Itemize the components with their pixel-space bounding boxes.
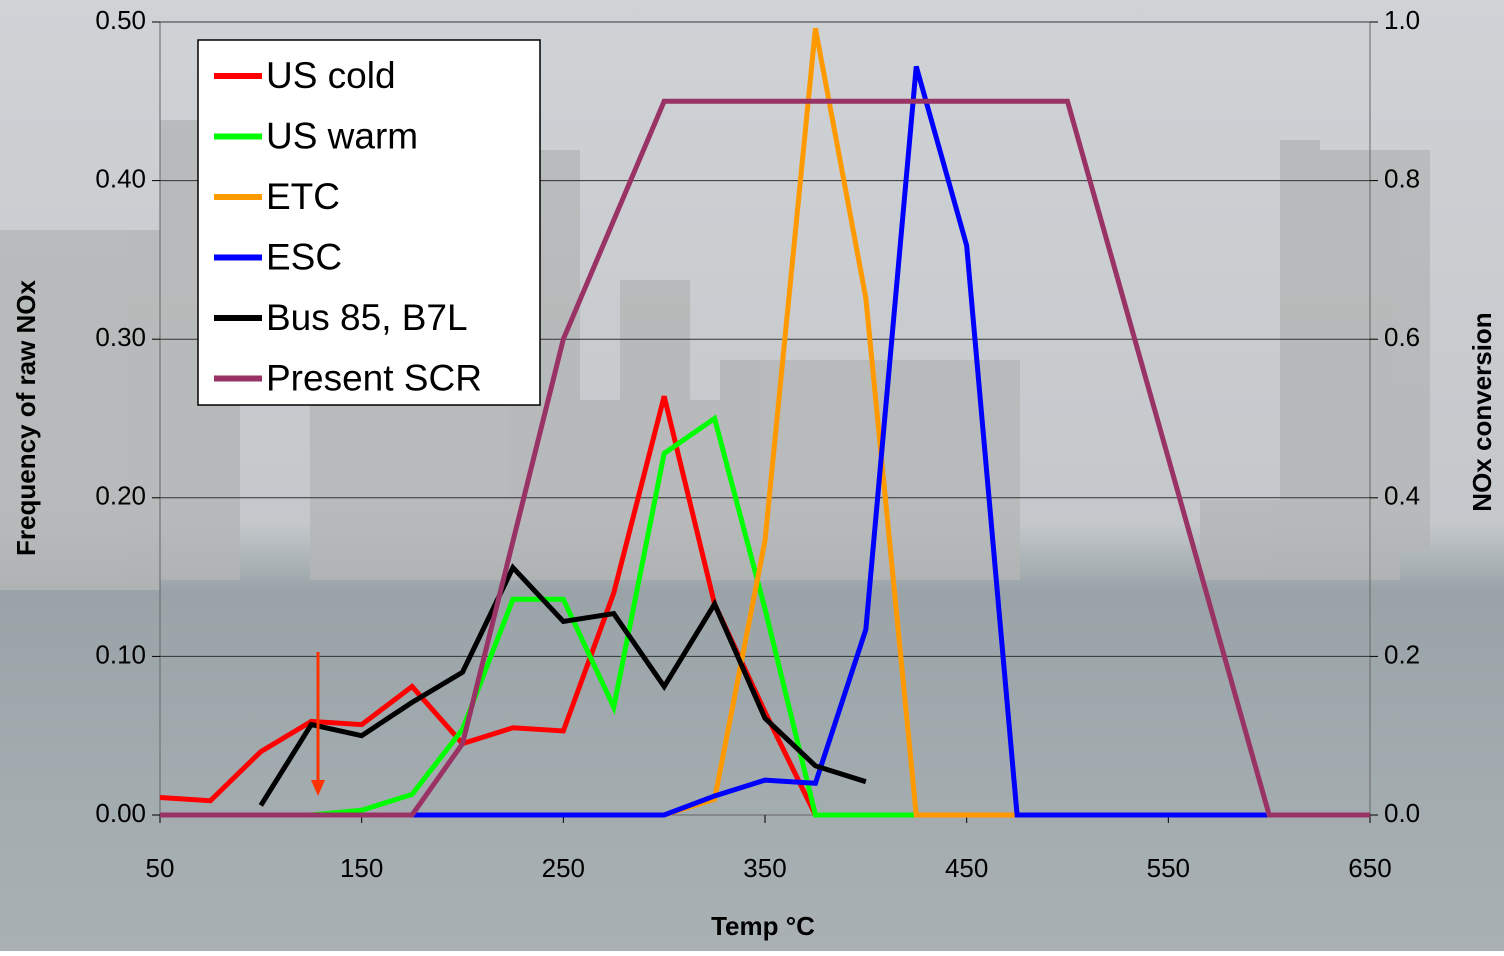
- y2-tick-label: 0.8: [1384, 163, 1420, 193]
- legend-label: US warm: [266, 115, 418, 156]
- y-tick-label: 0.00: [95, 798, 146, 828]
- page: Temp °C Frequency of raw NOx NOx convers…: [0, 0, 1504, 956]
- y2-tick-label: 0.0: [1384, 798, 1420, 828]
- y2-tick-label: 1.0: [1384, 5, 1420, 35]
- y-tick-label: 0.50: [95, 5, 146, 35]
- y-tick-label: 0.30: [95, 322, 146, 352]
- x-tick-label: 550: [1147, 853, 1190, 883]
- y-tick-label: 0.10: [95, 639, 146, 669]
- x-tick-label: 350: [743, 853, 786, 883]
- legend-label: Present SCR: [266, 357, 482, 398]
- legend-label: Bus 85, B7L: [266, 297, 468, 338]
- chart: Temp °C Frequency of raw NOx NOx convers…: [0, 0, 1504, 951]
- legend: US cold US warm ETC ESC Bus 85, B7L Present S…: [198, 40, 540, 405]
- y2-tick-label: 0.6: [1384, 322, 1420, 352]
- x-tick-label: 450: [945, 853, 988, 883]
- y2-tick-label: 0.2: [1384, 639, 1420, 669]
- y2-tick-label: 0.4: [1384, 481, 1420, 511]
- legend-label: US cold: [266, 55, 396, 96]
- y-tick-label: 0.40: [95, 163, 146, 193]
- x-tick-label: 650: [1348, 853, 1391, 883]
- y-tick-label: 0.20: [95, 481, 146, 511]
- x-tick-label: 250: [542, 853, 585, 883]
- x-tick-label: 50: [146, 853, 175, 883]
- x-axis-label: Temp °C: [711, 911, 815, 941]
- x-tick-label: 150: [340, 853, 383, 883]
- legend-label: ETC: [266, 176, 340, 217]
- legend-label: ESC: [266, 236, 342, 277]
- y2-axis-label: NOx conversion: [1467, 312, 1497, 511]
- y-axis-label: Frequency of raw NOx: [11, 279, 41, 555]
